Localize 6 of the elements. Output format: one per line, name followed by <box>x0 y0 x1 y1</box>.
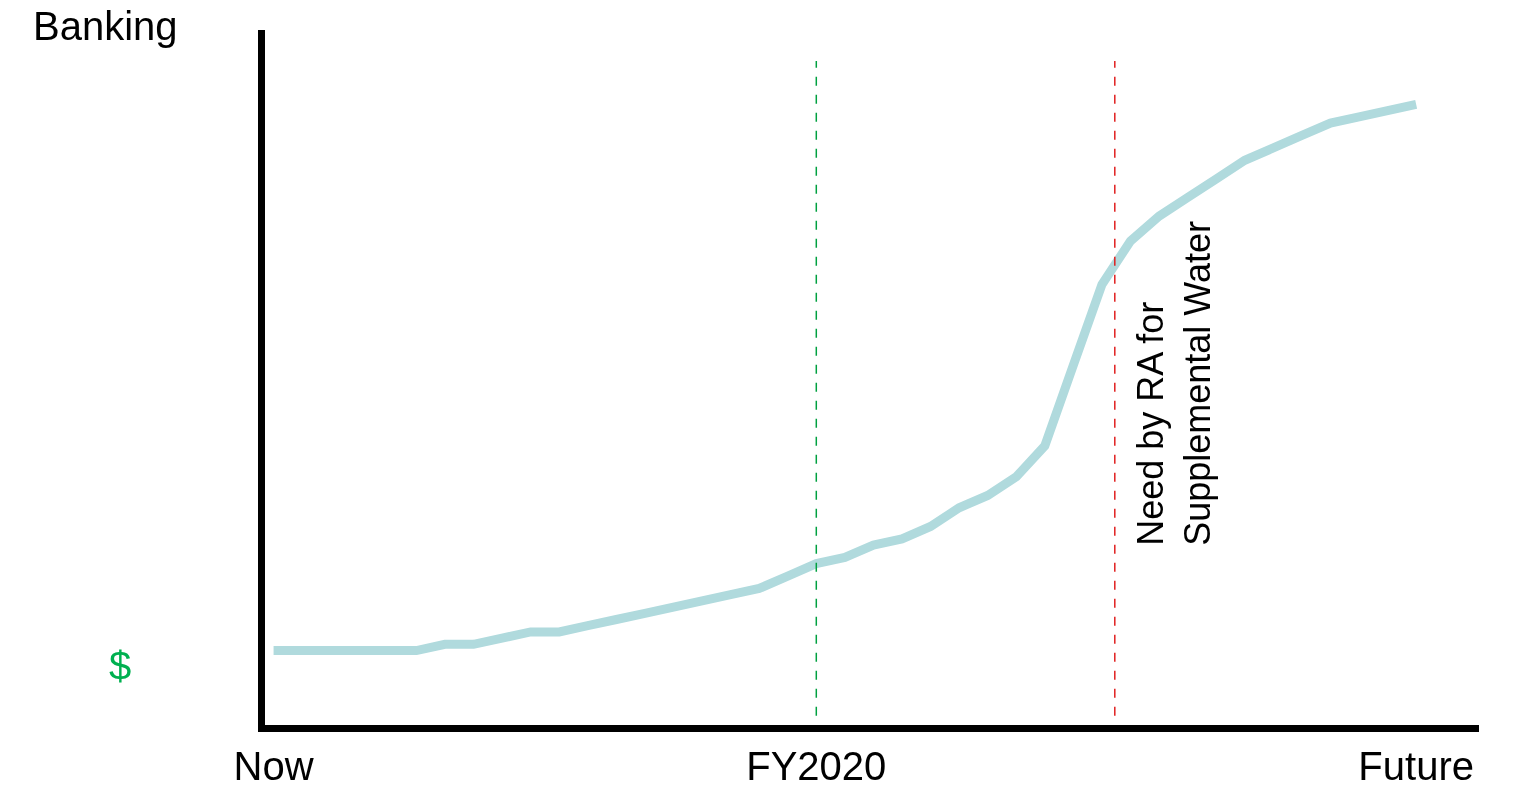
x-tick-label: Now <box>233 744 314 788</box>
text: $ <box>109 644 132 688</box>
y-axis-title: Banking <box>33 4 178 48</box>
x-tick-label: FY2020 <box>746 744 887 788</box>
text: Need by RA for Supplemental Water <box>1130 221 1219 546</box>
x-tick-label: Future <box>1358 744 1474 788</box>
